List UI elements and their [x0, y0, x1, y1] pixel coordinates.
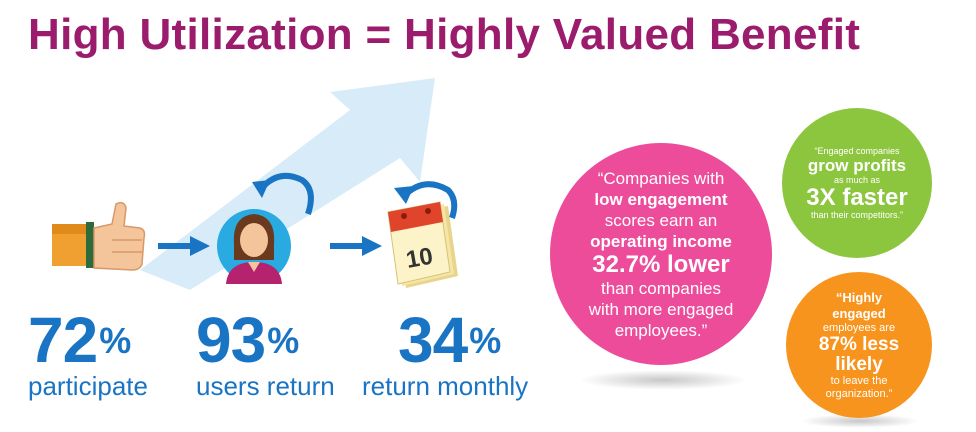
quote-line: scores earn an	[604, 210, 718, 230]
stat-unit: %	[469, 320, 502, 361]
growth-arrow-shape	[140, 78, 435, 290]
stat-value: 34	[398, 304, 468, 376]
calendar-icon: 10	[387, 201, 458, 288]
orange-circle-shadow	[800, 414, 920, 428]
quote-line: operating income	[590, 231, 732, 251]
stat-label: users return	[196, 371, 335, 401]
stat-users-return: 93% users return	[196, 308, 335, 400]
quote-line: employees.”	[614, 320, 708, 340]
quote-line: with more engaged	[588, 299, 734, 319]
quote-line: “Engaged companies	[814, 145, 900, 156]
quote-line: than companies	[600, 278, 722, 298]
pink-quote-circle: “Companies with low engagement scores ea…	[550, 143, 772, 365]
quote-highlight: 3X faster	[806, 183, 908, 211]
quote-highlight: “Highly	[835, 289, 883, 305]
quote-line: organization.”	[825, 387, 893, 400]
quote-line: than their competitors.”	[810, 209, 904, 220]
quote-line: as much as	[833, 174, 881, 185]
stat-unit: %	[99, 320, 132, 361]
right-arrow-icon	[158, 236, 210, 256]
stat-label: participate	[28, 371, 148, 401]
pink-circle-shadow	[578, 370, 748, 390]
quote-line: low engagement	[594, 189, 728, 209]
thumbs-up-icon	[52, 201, 146, 271]
right-arrow-icon	[330, 236, 382, 256]
quote-highlight: 87% less	[818, 333, 900, 355]
stat-participate: 72% participate	[28, 308, 148, 400]
stat-value: 93	[196, 304, 266, 376]
stat-return-monthly: 34% return monthly	[362, 308, 528, 400]
quote-highlight: likely	[835, 353, 883, 375]
green-quote-circle: “Engaged companies grow profits as much …	[782, 108, 932, 258]
page-title: High Utilization = Highly Valued Benefit	[28, 10, 861, 59]
circular-arrow-icon	[394, 181, 458, 219]
growth-arrow-graphic	[140, 78, 435, 290]
quote-line: employees are	[822, 321, 896, 334]
circular-arrow-icon	[252, 172, 314, 215]
quote-line: to leave the	[830, 374, 888, 387]
quote-highlight: grow profits	[807, 155, 907, 175]
stat-value: 72	[28, 304, 98, 376]
stat-unit: %	[267, 320, 300, 361]
quote-highlight: engaged	[832, 305, 886, 321]
calendar-day-text: 10	[404, 243, 435, 274]
quote-line: “Companies with	[597, 168, 725, 188]
stat-label: return monthly	[362, 371, 529, 401]
person-avatar-icon	[217, 209, 291, 284]
orange-quote-circle: “Highly engaged employees are 87% less l…	[786, 272, 932, 418]
quote-highlight: 32.7% lower	[592, 250, 730, 278]
